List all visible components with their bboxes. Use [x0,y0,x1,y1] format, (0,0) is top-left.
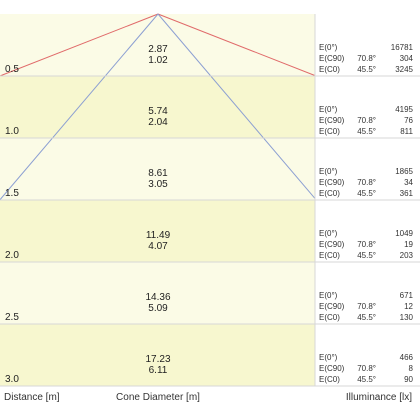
distance-band [0,138,315,200]
axis-labels: Distance [m] Cone Diameter [m] Illuminan… [4,392,412,403]
cone-diameter-c0: 1.02 [148,55,168,66]
distance-band [0,262,315,324]
illuminance-c0-angle: 45.5° [357,189,376,198]
illuminance-c90-value: 76 [404,116,413,125]
illuminance-c0-value: 3245 [395,65,413,74]
illuminance-c0-value: 130 [400,313,414,322]
illuminance-c90-label: E(C90) [319,54,345,63]
illuminance-e0-label: E(0°) [319,105,338,114]
illuminance-e0-value: 4195 [395,105,413,114]
cone-diameter-axis-label: Cone Diameter [m] [116,392,200,403]
distance-bands [0,0,315,386]
illuminance-c0-label: E(C0) [319,313,340,322]
distance-label: 2.0 [5,250,19,261]
illuminance-c0-angle: 45.5° [357,375,376,384]
top-margin [0,0,315,14]
illuminance-c90-label: E(C90) [319,178,345,187]
distance-label: 2.5 [5,312,19,323]
value-labels: 0.5 2.871.02 E(0°) 16781 E(C90) 70.8° 304 E(C0)… [5,43,414,385]
illuminance-c0-label: E(C0) [319,127,340,136]
illuminance-c90-label: E(C90) [319,364,345,373]
illuminance-c90-angle: 70.8° [357,240,376,249]
illuminance-c90-value: 8 [409,364,414,373]
cone-diameter-c0: 4.07 [148,241,168,252]
cone-diameter-c90: 11.49 [146,230,171,241]
cone-diameter-c90: 8.61 [148,168,168,179]
illuminance-e0-label: E(0°) [319,229,338,238]
illuminance-c90-value: 304 [400,54,414,63]
illuminance-c0-label: E(C0) [319,251,340,260]
distance-label: 3.0 [5,374,19,385]
illuminance-axis-label: Illuminance [lx] [346,392,412,403]
illuminance-c0-label: E(C0) [319,189,340,198]
illuminance-e0-label: E(0°) [319,167,338,176]
cone-diameter-c90: 2.87 [148,44,168,55]
illuminance-c0-value: 361 [400,189,414,198]
cone-diameter-c90: 14.36 [145,292,170,303]
illuminance-c0-angle: 45.5° [357,251,376,260]
illuminance-c90-angle: 70.8° [357,116,376,125]
illuminance-e0-label: E(0°) [319,43,338,52]
illuminance-e0-label: E(0°) [319,291,338,300]
illuminance-e0-label: E(0°) [319,353,338,362]
illuminance-c90-angle: 70.8° [357,54,376,63]
illuminance-c90-label: E(C90) [319,116,345,125]
grid-lines [0,14,420,387]
cone-diameter-c90: 5.74 [148,106,168,117]
illuminance-c90-value: 19 [404,240,413,249]
illuminance-e0-value: 16781 [391,43,414,52]
illuminance-c90-label: E(C90) [319,302,345,311]
illuminance-c0-angle: 45.5° [357,313,376,322]
cone-diameter-c0: 3.05 [148,179,168,190]
illuminance-e0-value: 1865 [395,167,413,176]
illuminance-c0-value: 90 [404,375,413,384]
illuminance-c0-angle: 45.5° [357,127,376,136]
distance-band [0,76,315,138]
illuminance-c0-label: E(C0) [319,375,340,384]
illuminance-c90-angle: 70.8° [357,364,376,373]
illuminance-c90-angle: 70.8° [357,178,376,187]
cone-diameter-c0: 2.04 [148,117,168,128]
distance-band [0,200,315,262]
illuminance-c90-value: 34 [404,178,413,187]
distance-axis-label: Distance [m] [4,392,60,403]
illuminance-e0-value: 466 [400,353,414,362]
distance-label: 0.5 [5,64,19,75]
illuminance-e0-value: 1049 [395,229,413,238]
cone-diameter-c0: 5.09 [148,303,168,314]
illuminance-c0-label: E(C0) [319,65,340,74]
distance-label: 1.5 [5,188,19,199]
illuminance-c90-label: E(C90) [319,240,345,249]
illuminance-e0-value: 671 [400,291,414,300]
distance-band [0,324,315,386]
illuminance-c90-angle: 70.8° [357,302,376,311]
distance-band [0,14,315,76]
cone-diameter-c90: 17.23 [145,354,170,365]
distance-label: 1.0 [5,126,19,137]
cone-diameter-c0: 6.11 [149,365,168,376]
illuminance-c0-value: 203 [400,251,414,260]
illuminance-c0-value: 811 [400,127,413,136]
illuminance-c0-angle: 45.5° [357,65,376,74]
illuminance-c90-value: 12 [404,302,413,311]
